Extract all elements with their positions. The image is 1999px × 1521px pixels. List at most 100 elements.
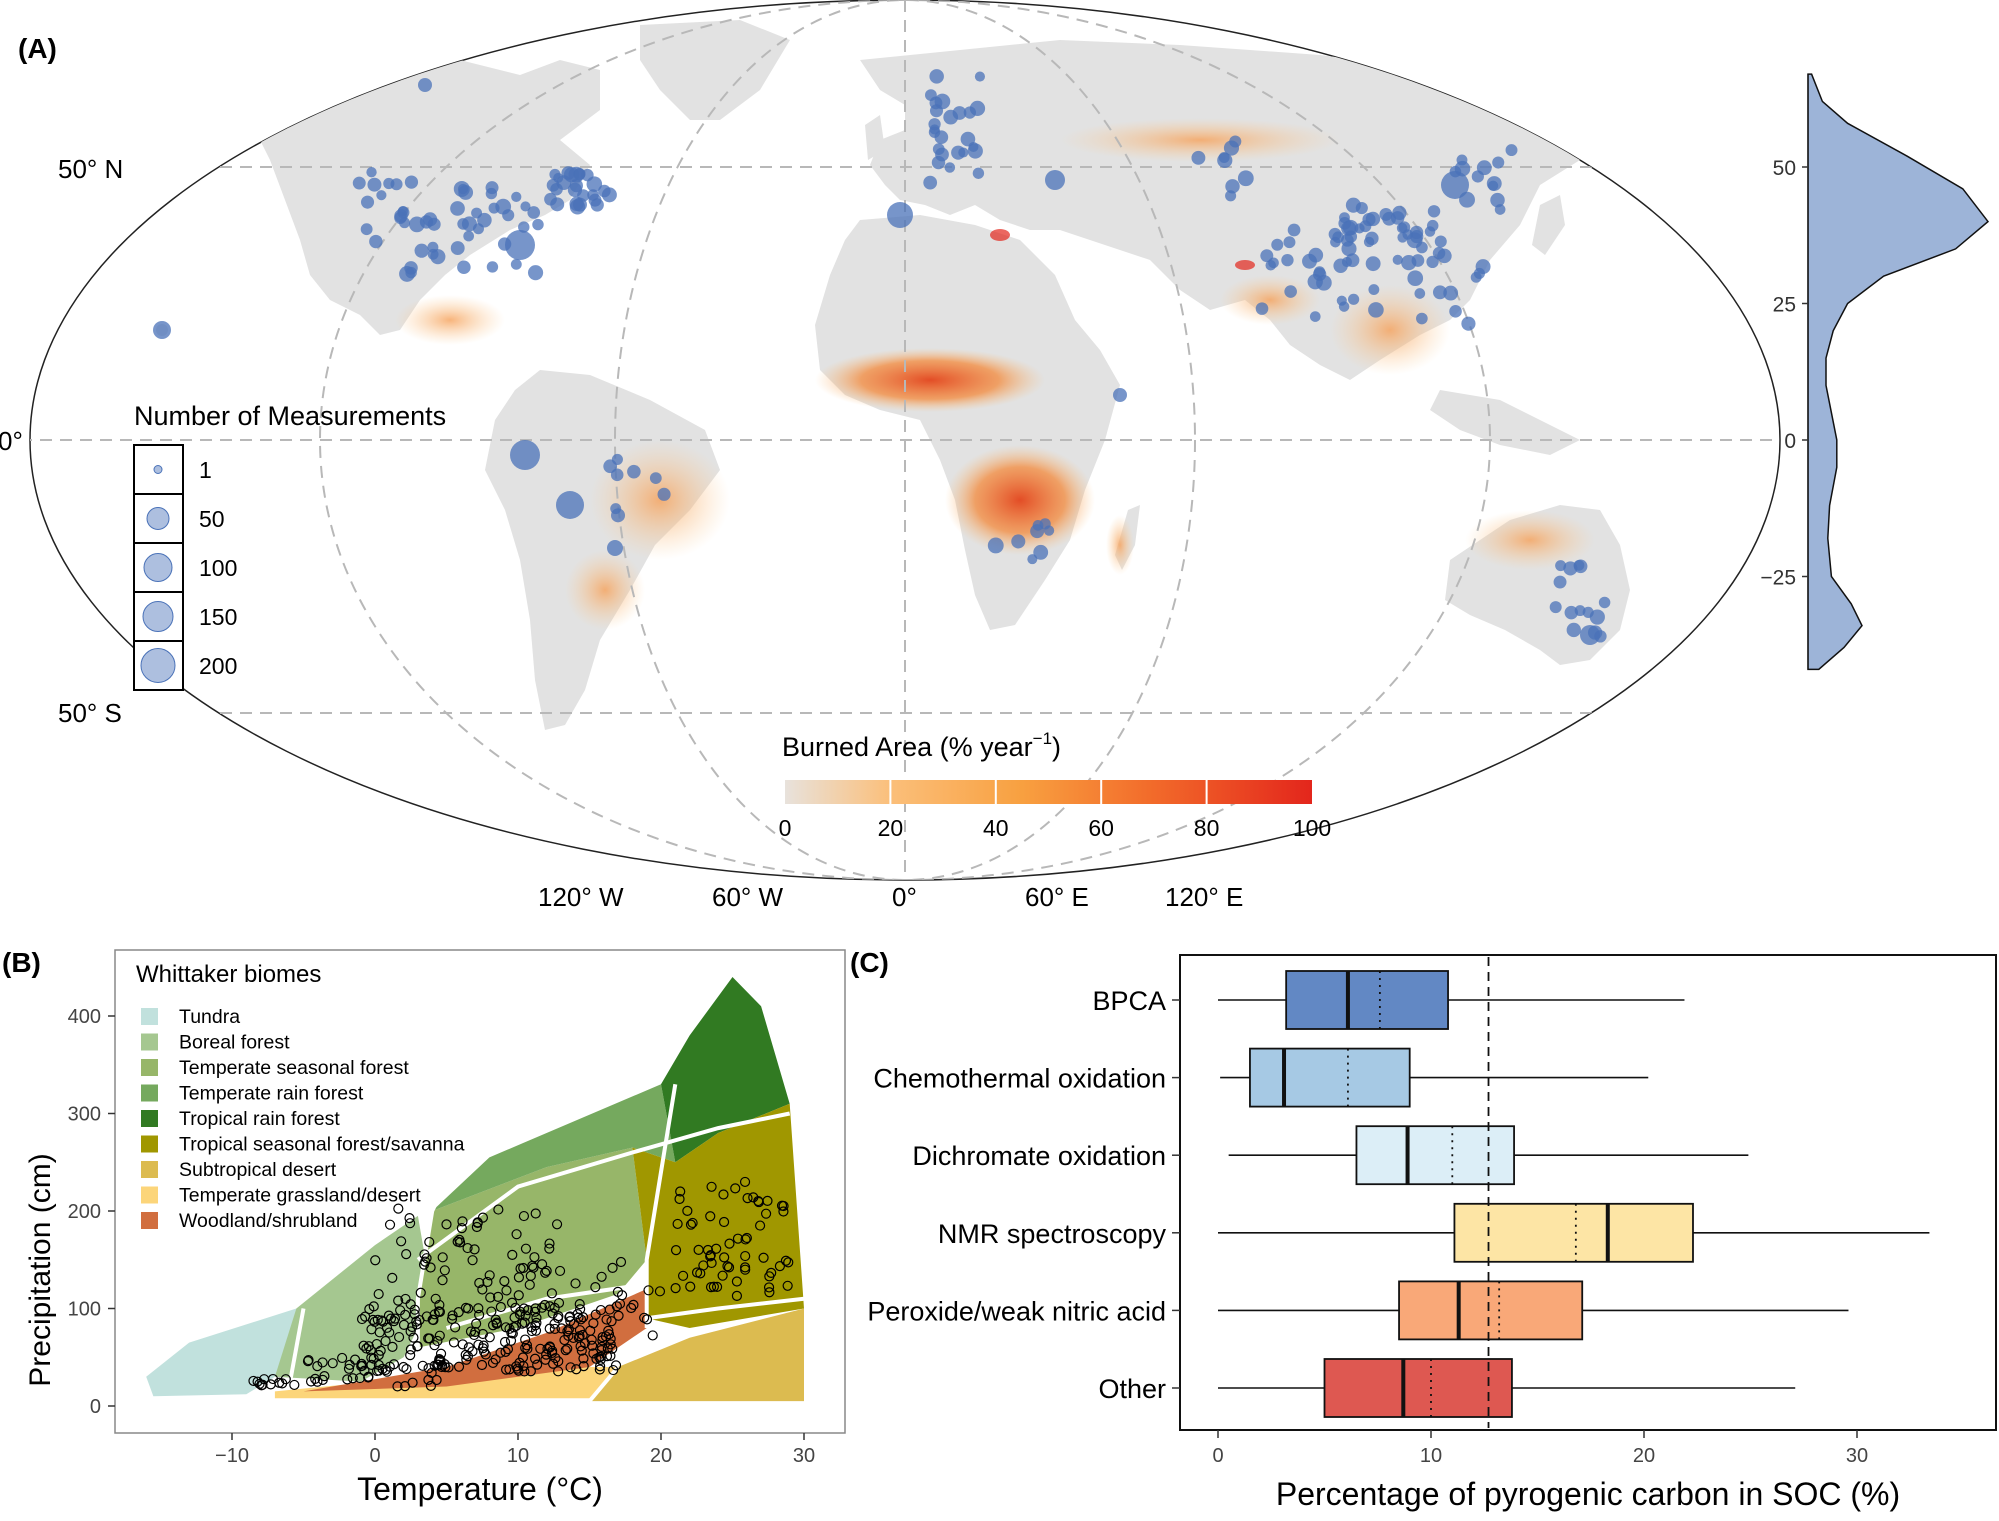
biome-legend-swatch [141, 1008, 158, 1025]
biome-legend-swatch [141, 1161, 158, 1178]
biome-boundary [644, 1083, 678, 1328]
site-point [477, 1328, 488, 1340]
biome-legend-label: Subtropical desert [179, 1159, 337, 1181]
site-point [302, 1356, 314, 1367]
lat-label-50n: 50° N [58, 154, 123, 184]
measurement-point [1033, 544, 1049, 560]
measurement-point [1328, 227, 1342, 241]
site-point [758, 1252, 769, 1263]
site-point [611, 1301, 622, 1312]
site-point [540, 1354, 551, 1365]
panel-b-ylabel: Precipitation (cm) [24, 1153, 57, 1386]
size-legend-circle [153, 465, 163, 474]
site-point [511, 1229, 522, 1240]
measurement-point [1549, 601, 1562, 614]
measurement-point [1461, 316, 1476, 331]
site-point [347, 1373, 358, 1384]
site-point [507, 1249, 518, 1261]
site-point [460, 1302, 472, 1314]
measurement-point [486, 261, 499, 273]
site-point [724, 1238, 735, 1249]
site-point [384, 1219, 396, 1230]
measurement-point [952, 106, 967, 120]
measurement-point [1255, 302, 1269, 315]
measurement-point [430, 249, 446, 265]
measurement-point [1566, 622, 1581, 638]
site-point [562, 1326, 573, 1337]
site-point [474, 1309, 485, 1320]
site-point [499, 1336, 511, 1348]
site-point [380, 1364, 391, 1376]
land-north-america [230, 55, 600, 335]
panel-b-xtick-label: 20 [650, 1445, 672, 1467]
site-point [718, 1216, 730, 1228]
panel-c-category-label: Dichromate oxidation [912, 1141, 1166, 1171]
site-point [456, 1222, 467, 1234]
site-point [434, 1299, 445, 1311]
site-point [425, 1380, 437, 1391]
site-point [723, 1262, 735, 1273]
size-legend-label: 50 [199, 506, 225, 532]
measurement-point [394, 211, 407, 225]
site-point [614, 1298, 626, 1309]
site-point [739, 1176, 751, 1188]
site-point [553, 1356, 564, 1367]
land-southeast-asia [1430, 390, 1580, 455]
density-area [1807, 73, 1990, 671]
site-point [490, 1354, 501, 1365]
site-point [608, 1364, 619, 1376]
measurement-point [1494, 204, 1506, 215]
size-legend-box [133, 493, 184, 544]
site-point [267, 1373, 279, 1385]
site-point [530, 1208, 541, 1219]
site-point [374, 1327, 385, 1338]
site-point [430, 1293, 441, 1304]
measurement-point [495, 198, 512, 215]
measurement-point [1490, 192, 1505, 208]
site-point [373, 1359, 384, 1371]
boxplot-panel: BPCA Chemothermal oxidation Dichromate oxi… [867, 954, 1997, 1512]
measurement-point [963, 106, 977, 119]
site-point [393, 1295, 404, 1306]
biome-legend-swatch [141, 1110, 158, 1127]
site-point [491, 1318, 502, 1329]
lon-label-120w: 120° W [538, 882, 624, 912]
panel-b-label: (B) [2, 947, 41, 978]
density-tick-label: −25 [1760, 567, 1796, 590]
colorbar-title: Burned Area (% year−1) [782, 729, 1061, 762]
colorbar-gradient [785, 780, 1312, 804]
measurement-point [1223, 140, 1240, 156]
site-point [782, 1280, 793, 1291]
site-point [613, 1310, 624, 1321]
site-point [500, 1364, 512, 1375]
measurement-point [1338, 217, 1352, 230]
panel-c-xtick-label: 20 [1633, 1445, 1655, 1467]
site-point [289, 1379, 300, 1391]
measurement-point [1390, 211, 1405, 225]
land-greenland [640, 20, 790, 120]
measurement-point [418, 78, 432, 92]
panel-c-xtick-label: 0 [1212, 1445, 1223, 1467]
site-point [387, 1272, 398, 1283]
biome-legend-label: Temperate grassland/desert [179, 1185, 421, 1207]
site-point [342, 1374, 353, 1385]
site-point [654, 1286, 666, 1297]
measurement-point [1341, 256, 1353, 268]
site-point [254, 1378, 265, 1389]
measurement-point [546, 178, 560, 192]
site-point [606, 1316, 617, 1327]
site-point [529, 1353, 541, 1364]
measurement-point [1284, 285, 1297, 298]
measurement-point [1505, 144, 1518, 157]
site-point [530, 1325, 542, 1336]
measurement-point [518, 221, 530, 233]
measurement-point [649, 472, 662, 484]
measurement-point [932, 143, 945, 156]
lon-label-60e: 60° E [1025, 882, 1089, 912]
site-point [672, 1218, 683, 1230]
site-point [409, 1309, 420, 1320]
site-point [742, 1193, 753, 1204]
burned-area-colorbar: Burned Area (% year−1) 0 20 40 60 80 100 [779, 729, 1332, 841]
site-point [358, 1340, 369, 1351]
